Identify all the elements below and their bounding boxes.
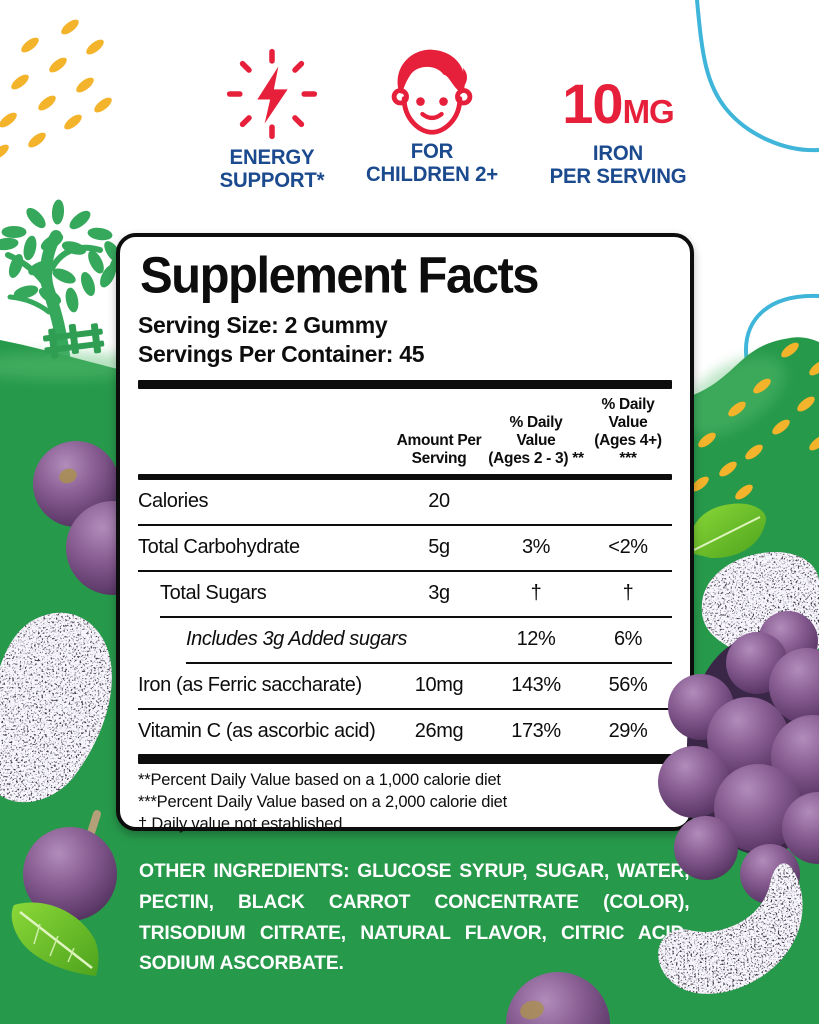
table-header-row: Amount Per Serving % Daily Value (Ages 2 -…	[138, 389, 672, 474]
table-row-total-sugars: Total Sugars 3g † †	[160, 572, 672, 618]
divider-bar	[138, 753, 672, 764]
grape	[23, 810, 117, 921]
grape	[506, 972, 610, 1024]
feature-label: IRON PER SERVING	[549, 142, 687, 189]
fence-icon	[42, 323, 105, 359]
serving-size: Serving Size: 2 Gummy	[138, 311, 388, 338]
column-header-amount: Amount Per Serving	[396, 431, 482, 467]
feature-label: ENERGY SUPPORT*	[219, 146, 325, 193]
footnote: **Percent Daily Value based on a 1,000 c…	[138, 770, 501, 789]
other-ingredients-text: OTHER INGREDIENTS: GLUCOSE SYRUP, SUGAR,…	[139, 860, 690, 975]
feature-iron-per-serving: 10MG IRON PER SERVING	[532, 62, 704, 189]
lightning-icon	[226, 48, 318, 140]
table-row-added-sugars: Includes 3g Added sugars 12% 6%	[186, 618, 672, 664]
other-ingredients-label: OTHER INGREDIENTS:	[139, 860, 350, 882]
footnote: † Daily value not established.	[138, 814, 347, 833]
supplement-facts-panel: Supplement Facts Serving Size: 2 Gummy S…	[116, 233, 694, 833]
field-highlight	[681, 356, 785, 436]
footnote: ***Percent Daily Value based on a 2,000 …	[138, 792, 508, 811]
yellow-dots-pattern	[0, 19, 112, 160]
divider-bar	[138, 473, 672, 480]
leaf-icon	[689, 503, 767, 559]
table-row-iron: Iron (as Ferric saccharate) 10mg 143% 56…	[138, 664, 672, 710]
divider-bar	[138, 379, 672, 389]
feature-label: FOR CHILDREN 2+	[365, 140, 498, 187]
iron-amount: 10MG	[562, 72, 674, 135]
table-row-calories: Calories 20	[138, 480, 672, 526]
column-header-dv-ages-2-3: % Daily Value (Ages 2 - 3) **	[488, 413, 584, 467]
table-row-total-carbohydrate: Total Carbohydrate 5g 3% <2%	[138, 526, 672, 572]
footnotes: **Percent Daily Value based on a 1,000 c…	[138, 770, 672, 836]
yellow-dots-pattern	[691, 342, 819, 500]
table-row-vitamin-c: Vitamin C (as ascorbic acid) 26mg 173% 2…	[138, 720, 648, 743]
feature-for-children: FOR CHILDREN 2+	[347, 40, 517, 186]
child-face-icon	[391, 49, 473, 135]
blue-squiggle-line	[695, 0, 819, 153]
panel-title: Supplement Facts	[140, 247, 540, 305]
leaf-icon	[11, 902, 99, 976]
gummy	[0, 612, 112, 803]
column-header-dv-ages-4plus: % Daily Value (Ages 4+) ***	[594, 395, 662, 467]
feature-energy-support: ENERGY SUPPORT*	[187, 46, 357, 192]
servings-per-container: Servings Per Container: 45	[138, 341, 425, 368]
